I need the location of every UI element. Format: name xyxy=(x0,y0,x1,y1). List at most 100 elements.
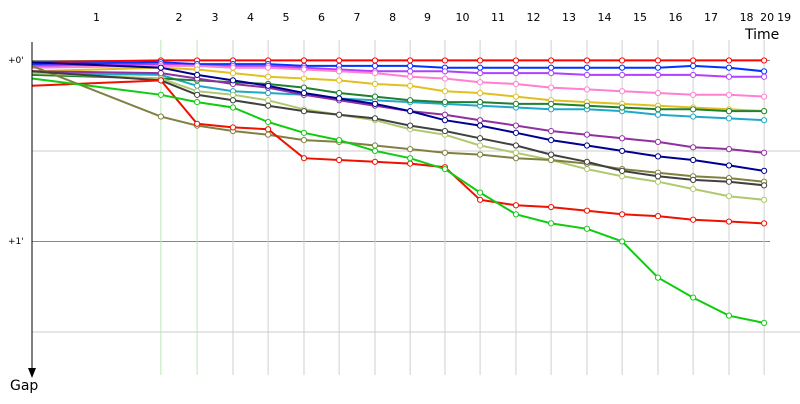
point xyxy=(371,62,379,69)
point xyxy=(194,66,201,73)
point xyxy=(371,142,379,149)
point xyxy=(371,100,379,107)
point xyxy=(725,218,733,225)
point xyxy=(441,57,449,64)
point xyxy=(548,57,555,64)
point xyxy=(336,95,343,102)
point xyxy=(476,142,484,149)
point xyxy=(761,220,768,227)
point xyxy=(548,220,555,227)
point xyxy=(157,64,164,71)
point xyxy=(583,165,591,173)
point xyxy=(619,147,626,155)
point xyxy=(300,129,308,136)
point xyxy=(725,91,733,98)
point xyxy=(194,82,201,89)
point xyxy=(761,117,768,124)
point xyxy=(194,98,201,106)
point xyxy=(654,64,662,71)
point xyxy=(690,216,697,223)
point xyxy=(229,64,237,71)
point xyxy=(690,91,697,98)
point xyxy=(476,122,484,129)
point xyxy=(476,189,484,196)
point xyxy=(265,131,272,138)
point xyxy=(194,91,201,98)
point xyxy=(229,91,237,98)
point xyxy=(265,126,272,133)
point xyxy=(548,136,555,144)
point xyxy=(407,155,414,162)
point xyxy=(619,104,626,111)
lap-label: 7 xyxy=(354,11,361,24)
point xyxy=(371,70,379,77)
lap-label: 17 xyxy=(704,11,718,24)
point xyxy=(654,173,662,180)
point xyxy=(548,127,555,135)
lap-label: 12 xyxy=(527,11,541,24)
point xyxy=(407,57,414,64)
point xyxy=(476,151,484,158)
point xyxy=(371,93,379,100)
point xyxy=(619,211,626,218)
point xyxy=(690,113,697,120)
point xyxy=(407,122,414,129)
lap-label: 2 xyxy=(175,11,182,24)
point xyxy=(761,149,768,156)
point xyxy=(371,147,379,155)
point xyxy=(583,71,591,79)
point xyxy=(548,100,555,107)
lap-label: 20 xyxy=(760,11,774,24)
point xyxy=(300,108,308,115)
point xyxy=(619,71,626,79)
point xyxy=(512,149,520,156)
lap-label: 14 xyxy=(598,11,612,24)
point xyxy=(407,62,414,69)
point xyxy=(654,89,662,97)
point xyxy=(761,73,768,80)
point xyxy=(336,136,343,144)
point xyxy=(229,77,237,84)
point xyxy=(336,111,343,118)
point xyxy=(725,108,733,115)
point xyxy=(690,106,697,113)
point xyxy=(619,135,626,142)
point xyxy=(441,165,449,173)
point xyxy=(690,294,697,301)
point xyxy=(512,100,520,107)
point xyxy=(441,117,449,124)
point xyxy=(548,106,555,113)
point xyxy=(725,312,733,319)
point xyxy=(157,91,164,98)
point xyxy=(761,57,768,64)
point xyxy=(512,202,520,209)
lap-label: 6 xyxy=(318,11,325,24)
point xyxy=(441,149,449,156)
point xyxy=(336,77,343,84)
lap-label: 8 xyxy=(389,11,396,24)
point xyxy=(476,196,484,203)
point xyxy=(654,213,662,220)
point xyxy=(725,193,733,200)
point xyxy=(725,64,733,71)
point xyxy=(619,173,626,180)
point xyxy=(476,79,484,86)
point xyxy=(690,71,697,79)
point xyxy=(265,118,272,126)
point xyxy=(583,158,591,165)
point xyxy=(441,88,449,95)
point xyxy=(512,129,520,136)
point xyxy=(512,211,520,218)
point xyxy=(194,120,201,127)
point xyxy=(583,225,591,232)
point xyxy=(761,93,768,100)
point xyxy=(407,97,414,104)
point xyxy=(441,75,449,82)
point xyxy=(654,111,662,118)
point xyxy=(476,57,484,64)
point xyxy=(654,106,662,113)
point xyxy=(654,138,662,145)
point xyxy=(336,89,343,97)
point xyxy=(725,146,733,153)
point xyxy=(336,68,343,75)
